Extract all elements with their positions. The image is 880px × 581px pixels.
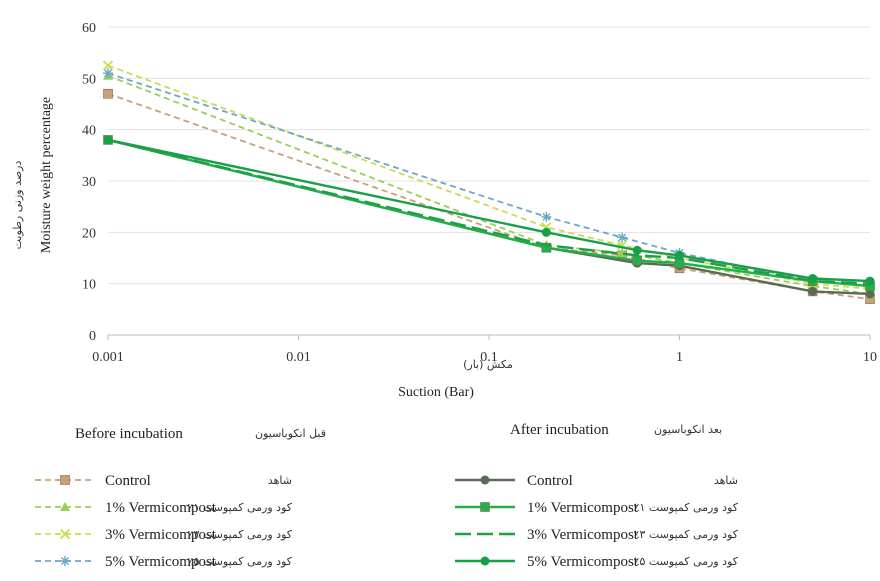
legend-marker: [480, 556, 490, 566]
legend-entry: 3% Vermicompost٪۳ کود ورمی کمپوست: [35, 527, 293, 543]
before-series-1: [103, 70, 875, 298]
y-axis-label-fa: درصد وزنی رطوبت: [11, 161, 24, 250]
legend-label: 5% Vermicompost: [527, 554, 639, 570]
legend-entry: 3% Vermicompost٪۳ کود ورمی کمپوست: [455, 527, 739, 543]
legend-marker: [59, 528, 71, 540]
legend-label: 5% Vermicompost: [105, 554, 217, 570]
after-data-point: [808, 286, 818, 296]
y-tick-labels: 0 10 20 30 40 50 60: [82, 21, 96, 344]
before-series-line: [107, 64, 871, 290]
before-data-point: [102, 60, 114, 71]
after-series-2: [107, 138, 871, 285]
legend-label: 3% Vermicompost: [105, 527, 217, 543]
y-tick-label: 20: [82, 226, 96, 241]
x-tick-label: 1: [676, 350, 683, 365]
axes: [107, 334, 871, 340]
before-series-line: [107, 72, 871, 288]
legend-entry: 5% Vermicompost٪۵ کود ورمی کمپوست: [455, 554, 739, 570]
before-data-point: [103, 88, 113, 99]
before-data-point: [103, 68, 113, 79]
x-tick-labels: 0.001 0.01 0.1 1 10: [92, 350, 877, 365]
legend-label: 1% Vermicompost: [105, 500, 217, 516]
y-axis-label: Moisture weight percentage: [39, 97, 54, 253]
before-data-point: [541, 211, 552, 222]
legend-label-fa: ٪۳ کود ورمی کمپوست: [634, 528, 739, 541]
after-data-point: [865, 289, 875, 299]
legend-marker: [60, 502, 70, 511]
legend-label-fa: شاهد: [268, 474, 292, 487]
legend-entry: 1% Vermicompost٪۱ کود ورمی کمپوست: [35, 500, 293, 516]
legend-label: 1% Vermicompost: [527, 500, 639, 516]
y-tick-label: 0: [89, 329, 96, 344]
legend-entry: Control شاهد: [35, 473, 292, 489]
after-series-1: [103, 135, 875, 292]
x-tick-label: 0.1: [480, 350, 498, 365]
legend-marker: [480, 502, 490, 512]
legend-before-title: Before incubation: [75, 426, 183, 442]
legend-label: Control: [105, 473, 151, 489]
legend-label-fa: شاهد: [714, 474, 738, 487]
legend-label-fa: ٪۱ کود ورمی کمپوست: [634, 501, 739, 514]
after-data-point: [103, 135, 113, 145]
y-tick-label: 40: [82, 124, 96, 139]
x-axis-label: Suction (Bar): [398, 385, 474, 400]
y-tick-label: 10: [82, 278, 96, 293]
x-tick-label: 10: [863, 350, 877, 365]
after-data-point: [675, 250, 684, 260]
legend-after-title-fa: بعد انکوباسیون: [654, 423, 722, 436]
after-series-3: [103, 135, 875, 286]
legend-entry: 1% Vermicompost٪۱ کود ورمی کمپوست: [455, 500, 739, 516]
after-series-line: [107, 138, 871, 288]
y-tick-label: 50: [82, 72, 96, 87]
before-data-point: [617, 232, 628, 243]
before-series-3: [103, 68, 875, 292]
after-data-point: [808, 274, 818, 284]
legend-before-title-fa: قبل انکوباسیون: [255, 427, 326, 440]
after-data-point: [632, 255, 643, 266]
before-series-2: [102, 60, 876, 294]
legend-after-title: After incubation: [510, 422, 609, 438]
legend-marker: [60, 556, 70, 566]
legend-label-fa: ٪۵ کود ورمی کمپوست: [634, 555, 739, 568]
legend-entry: 5% Vermicompost٪۵ کود ورمی کمپوست: [35, 554, 293, 570]
after-data-point: [674, 258, 685, 268]
after-series-line: [107, 138, 871, 285]
grid: [108, 26, 870, 285]
legend-label-fa: ٪۵ کود ورمی کمپوست: [188, 555, 293, 568]
series-group: [102, 60, 876, 304]
after-series-line: [107, 138, 871, 283]
legend-marker: [60, 475, 70, 485]
after-data-point: [541, 227, 551, 237]
x-tick-label: 0.001: [92, 350, 124, 365]
legend-marker: [480, 475, 490, 485]
x-tick-label: 0.01: [286, 350, 311, 365]
legend-label-fa: ٪۳ کود ورمی کمپوست: [188, 528, 293, 541]
y-tick-label: 60: [82, 21, 96, 36]
x-axis-label-fa: مکش (بار): [463, 358, 513, 371]
legend-label: 3% Vermicompost: [527, 527, 639, 543]
after-data-point: [865, 276, 875, 286]
legend-label-fa: ٪۱ کود ورمی کمپوست: [188, 501, 293, 514]
legend-entry: Control شاهد: [455, 473, 738, 489]
after-data-point: [541, 242, 552, 253]
y-tick-label: 30: [82, 175, 96, 190]
legend-label: Control: [527, 473, 573, 489]
after-data-point: [632, 245, 642, 255]
